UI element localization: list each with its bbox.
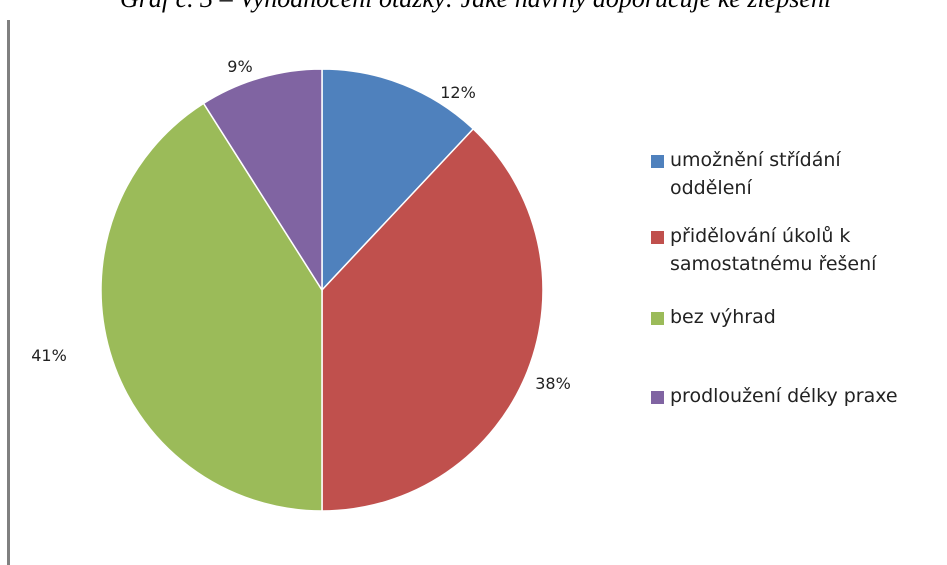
pie-slice-2 bbox=[321, 127, 544, 512]
data-label-4: 9% bbox=[227, 57, 252, 76]
data-label-2: 38% bbox=[535, 374, 571, 393]
data-label-1: 12% bbox=[440, 83, 476, 102]
legend-entry-2: přidělování úkolů k samostatnému řešení bbox=[670, 225, 877, 275]
chart-frame-left-border bbox=[7, 20, 10, 565]
legend-swatch-4 bbox=[651, 391, 664, 404]
pie-slice-4 bbox=[202, 68, 323, 293]
figure-caption: Graf č. 3 – Vyhodnocení otázky: Jaké náv… bbox=[120, 0, 947, 16]
legend-swatch-3 bbox=[651, 312, 664, 325]
legend-entry-3: bez výhrad bbox=[670, 306, 776, 328]
legend-swatch-1 bbox=[651, 155, 664, 168]
data-label-3: 41% bbox=[31, 346, 67, 365]
pie-slice-1 bbox=[321, 68, 475, 292]
legend-entry-1: umožnění střídání oddělení bbox=[670, 149, 841, 199]
pie-slice-3 bbox=[100, 102, 323, 512]
legend-entry-4: prodloužení délky praxe bbox=[670, 385, 898, 407]
legend-swatch-2 bbox=[651, 231, 664, 244]
